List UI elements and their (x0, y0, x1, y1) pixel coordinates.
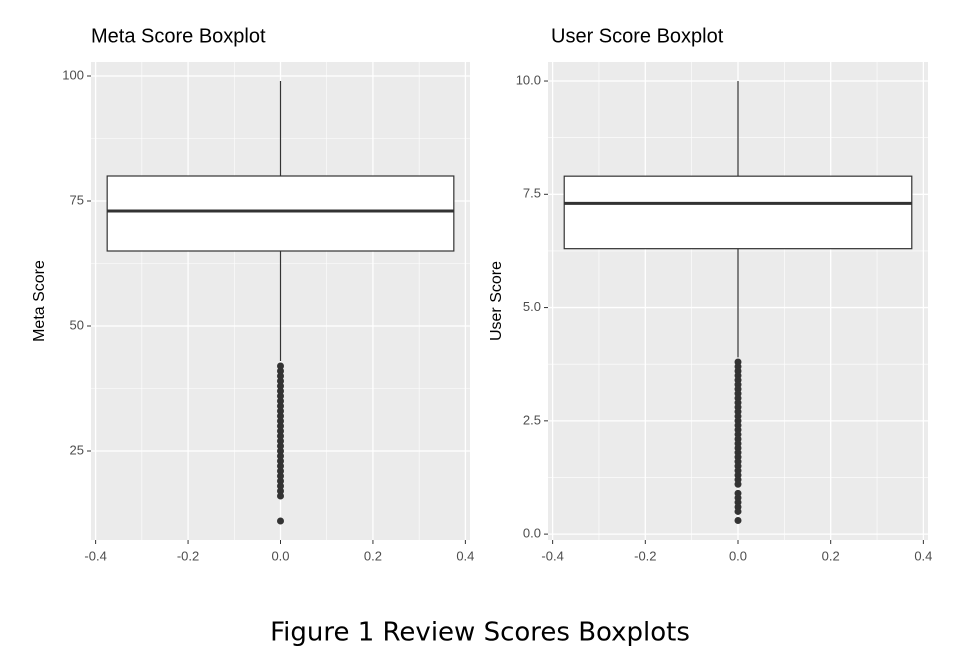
x-tick-label: -0.4 (541, 548, 563, 563)
outlier (277, 427, 284, 435)
outlier (277, 467, 284, 475)
outlier (277, 412, 284, 420)
outlier (277, 432, 284, 440)
outlier (277, 397, 284, 405)
outlier (277, 372, 284, 380)
x-tick-label: 0.2 (364, 548, 382, 563)
outlier (277, 402, 284, 410)
y-tick-label: 10.0 (516, 72, 541, 87)
outlier (734, 507, 742, 515)
y-tick-label: 2.5 (523, 412, 541, 427)
x-tick-label: 0.0 (729, 548, 747, 563)
y-axis-label: Meta Score (31, 260, 48, 342)
outlier (277, 487, 284, 495)
outlier (277, 422, 284, 430)
outlier (277, 472, 284, 480)
y-tick-label: 100 (62, 67, 84, 82)
chart-title: Meta Score Boxplot (91, 25, 266, 47)
outlier (277, 442, 284, 450)
outlier (277, 462, 284, 470)
outlier (277, 452, 284, 460)
chart-panel: Meta Score Boxplot Meta Score 25 50 75 100 -0.… (31, 25, 474, 563)
outlier (277, 382, 284, 390)
y-tick-label: 0.0 (523, 526, 541, 541)
x-tick-label: 0.4 (914, 548, 932, 563)
outlier (277, 362, 284, 370)
outlier (277, 447, 284, 455)
outlier (277, 437, 284, 445)
box (106, 175, 455, 252)
outlier (277, 482, 284, 490)
x-tick-label: -0.4 (84, 548, 106, 563)
outlier (277, 367, 284, 375)
y-tick-label: 5.0 (523, 299, 541, 314)
y-tick-label: 75 (70, 192, 84, 207)
y-axis-label: User Score (488, 261, 505, 341)
y-tick-label: 7.5 (523, 186, 541, 201)
outlier (277, 457, 284, 465)
outlier (277, 417, 284, 425)
outlier (277, 377, 284, 385)
x-tick-label: 0.4 (456, 548, 474, 563)
outlier (277, 517, 284, 525)
box (563, 175, 913, 250)
outlier (277, 392, 284, 400)
y-tick-label: 50 (70, 317, 84, 332)
chart-panel: User Score Boxplot User Score 0.0 2.5 5.0 7.5… (488, 25, 932, 563)
caption: Figure 1 Review Scores Boxplots (270, 618, 690, 648)
x-tick-label: 0.0 (271, 548, 289, 563)
outlier (277, 407, 284, 415)
x-tick-label: -0.2 (177, 548, 199, 563)
x-tick-label: 0.2 (822, 548, 840, 563)
outlier (277, 477, 284, 485)
outlier (734, 480, 742, 488)
y-tick-label: 25 (70, 442, 84, 457)
chart-title: User Score Boxplot (551, 25, 724, 47)
outlier (277, 492, 284, 500)
outlier (734, 517, 742, 525)
x-tick-label: -0.2 (634, 548, 656, 563)
outlier (277, 387, 284, 395)
